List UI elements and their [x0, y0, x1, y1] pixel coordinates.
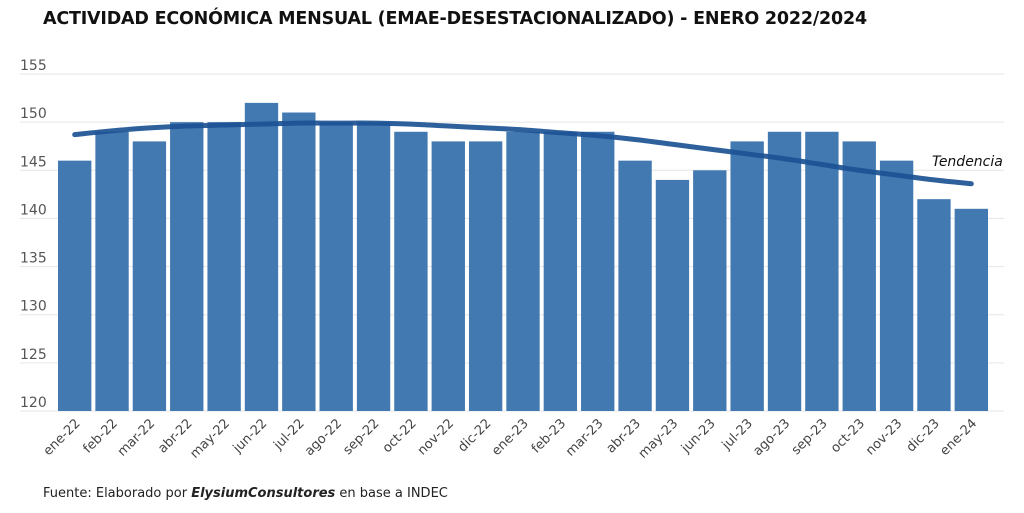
bar-ago-22 [319, 122, 353, 412]
y-tick-label: 155 [20, 58, 47, 74]
x-tick-label: ago-22 [302, 416, 345, 459]
x-tick-label: dic-23 [904, 416, 943, 455]
bar-jul-22 [282, 112, 316, 411]
bar-abr-22 [170, 122, 204, 412]
bar-mar-23 [581, 131, 615, 411]
x-tick-label: dic-22 [455, 416, 494, 455]
bar-sep-23 [805, 131, 839, 411]
y-tick-label: 120 [20, 395, 47, 411]
x-tick-label: mar-22 [115, 416, 158, 459]
bar-nov-22 [431, 141, 465, 411]
x-tick-label: may-23 [636, 416, 681, 461]
bar-feb-23 [543, 131, 578, 411]
x-tick-label: may-22 [187, 416, 232, 461]
bar-dic-22 [468, 141, 503, 411]
bar-oct-23 [842, 141, 876, 411]
bar-nov-23 [879, 160, 914, 411]
y-tick-label: 140 [20, 202, 47, 218]
bar-ene-24 [954, 208, 988, 411]
trend-annotation-label: Tendencia [932, 154, 1003, 170]
bar-abr-23 [618, 160, 652, 411]
x-tick-label: feb-23 [529, 416, 569, 456]
bar-series [58, 102, 988, 412]
x-tick-label: sep-23 [789, 416, 831, 458]
bar-may-22 [207, 122, 241, 412]
bar-oct-22 [394, 131, 428, 411]
bar-jun-22 [244, 102, 279, 411]
y-tick-label: 135 [20, 251, 47, 267]
y-axis-ticks: 120 125 130 135 140 145 150 155 [20, 58, 47, 411]
trend-line [72, 120, 974, 187]
x-tick-label: ene-24 [937, 416, 980, 459]
x-tick-label: oct-22 [380, 416, 420, 456]
source-suffix: en base a INDEC [335, 486, 448, 501]
x-tick-label: mar-23 [563, 416, 606, 459]
y-tick-label: 130 [20, 299, 47, 315]
y-tick-label: 145 [20, 154, 47, 170]
x-tick-label: ago-23 [750, 416, 793, 459]
bar-mar-22 [132, 141, 167, 411]
x-tick-label: ene-22 [41, 416, 84, 459]
bar-sep-22 [356, 122, 391, 412]
x-tick-label: jun-22 [230, 416, 271, 457]
x-tick-label: nov-22 [415, 416, 457, 458]
trend-series: Tendencia [72, 120, 1003, 187]
bar-feb-22 [95, 131, 129, 411]
bar-ene-22 [58, 160, 92, 411]
x-tick-label: ene-23 [489, 416, 532, 459]
x-tick-label: feb-22 [81, 416, 121, 456]
x-tick-label: oct-23 [828, 416, 868, 456]
source-note: Fuente: Elaborado por ElysiumConsultores… [43, 486, 448, 501]
bar-may-23 [655, 179, 690, 411]
bar-jul-23 [730, 141, 764, 411]
source-brand: ElysiumConsultores [191, 486, 336, 501]
y-tick-label: 150 [20, 106, 47, 122]
bar-jun-23 [693, 170, 727, 411]
bar-dic-23 [917, 199, 951, 411]
bar-ago-23 [767, 131, 802, 411]
x-tick-label: sep-22 [340, 416, 382, 458]
x-tick-label: jun-23 [678, 416, 719, 457]
source-prefix: Fuente: Elaborado por [43, 486, 192, 501]
x-tick-label: nov-23 [863, 416, 905, 458]
chart-title: ACTIVIDAD ECONÓMICA MENSUAL (EMAE-DESEST… [43, 9, 867, 29]
bar-ene-23 [506, 131, 540, 411]
y-tick-label: 125 [20, 347, 47, 363]
